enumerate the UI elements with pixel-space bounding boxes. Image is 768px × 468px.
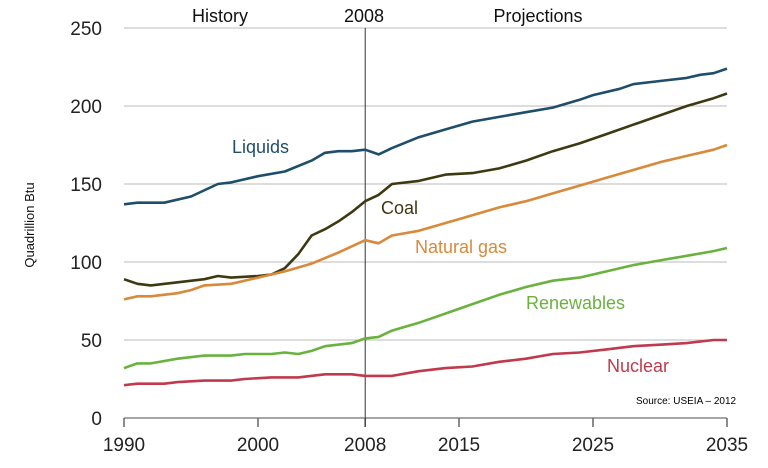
label-liquids: Liquids [232, 137, 289, 157]
header-history: History [192, 6, 248, 26]
y-tick-label: 100 [70, 253, 102, 274]
label-renewables: Renewables [526, 293, 625, 313]
x-tick-label: 2015 [438, 435, 480, 456]
series-line-renewables [123, 246, 728, 370]
series-line-natural-gas [123, 143, 728, 301]
x-tick-label: 2008 [344, 435, 386, 456]
series-line-liquids [123, 67, 728, 206]
header-projections: Projections [493, 6, 582, 26]
header-divider-year: 2008 [344, 6, 384, 26]
label-nuclear: Nuclear [607, 356, 669, 376]
series-line-coal [123, 92, 728, 287]
label-coal: Coal [381, 198, 418, 218]
y-tick-label: 150 [70, 175, 102, 196]
y-tick-label: 200 [70, 97, 102, 118]
x-tick-label: 2035 [706, 435, 748, 456]
y-tick-label: 50 [81, 331, 102, 352]
source-note: Source: USEIA – 2012 [636, 396, 737, 407]
x-tick-label: 2025 [572, 435, 614, 456]
x-tick-label: 2000 [237, 435, 279, 456]
series-line-nuclear [123, 338, 727, 387]
y-axis-label: Quadrillion Btu [22, 182, 37, 267]
y-tick-label: 0 [91, 409, 102, 430]
x-tick-label: 1990 [103, 435, 145, 456]
label-natural-gas: Natural gas [415, 237, 507, 257]
y-tick-label: 250 [70, 19, 102, 40]
